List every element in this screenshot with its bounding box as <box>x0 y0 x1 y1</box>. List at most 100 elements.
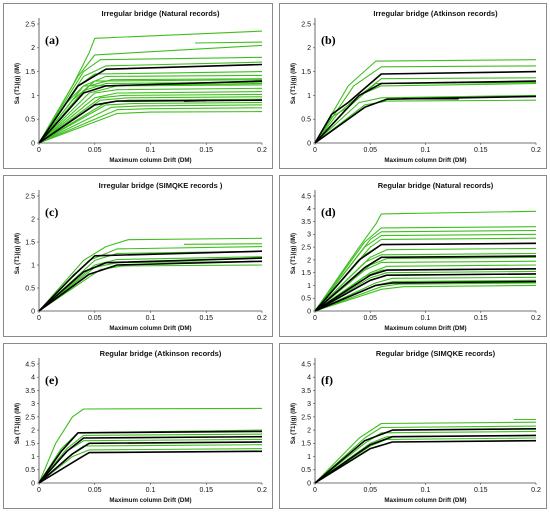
x-tick-label: 0.05 <box>363 315 377 322</box>
y-tick-label: 0.5 <box>301 117 311 124</box>
y-tick-label: 2 <box>307 257 311 264</box>
x-axis-label: Maximum column Drift (DM) <box>384 497 466 504</box>
chart-svg: Irregular bridge (Atkinson records)(b)00… <box>290 9 541 164</box>
x-tick-label: 0.1 <box>421 147 431 154</box>
y-tick-label: 1.5 <box>25 69 35 76</box>
x-tick-label: 0.1 <box>146 315 156 322</box>
y-tick-label: 1 <box>307 454 311 461</box>
y-tick-label: 4.5 <box>301 193 311 200</box>
y-tick-label: 3 <box>307 232 311 239</box>
y-axis-label: Sa (T1)(g) (IM) <box>290 403 297 444</box>
x-tick-label: 0.05 <box>363 487 377 494</box>
chart-svg: Irregular bridge (SIMQKE records ) (c) 0 0.… <box>14 181 267 332</box>
x-tick-label: 0 <box>37 147 41 154</box>
y-tick-label: 1 <box>31 262 35 269</box>
panel-label: (d) <box>321 205 336 219</box>
y-tick-label: 2.5 <box>301 245 311 252</box>
y-tick-label: 1 <box>31 454 35 461</box>
x-tick-label: 0.2 <box>531 315 541 322</box>
ida-curve-black <box>314 434 537 484</box>
x-tick-label: 0 <box>313 315 317 322</box>
ida-curve-black <box>314 80 537 144</box>
ida-curve-black <box>38 430 263 484</box>
y-axis-label: Sa (T1)(g) (IM) <box>14 63 21 104</box>
ida-curve-black <box>314 242 537 312</box>
chart-panel-e: Regular bridge (Atkinson records) (e) 0 0.5… <box>3 343 273 509</box>
panel-label: (c) <box>45 205 58 219</box>
x-tick-label: 0.05 <box>363 147 377 154</box>
panel-label: (e) <box>45 373 58 387</box>
ida-curve-green <box>38 44 263 144</box>
ida-curve-green <box>314 425 537 484</box>
x-tick-label: 0 <box>313 487 317 494</box>
ida-curve-green <box>38 93 263 144</box>
chart-svg: Irregular bridge (Natural records) (a) 0 0.… <box>14 9 267 164</box>
x-tick-label: 0.05 <box>88 315 102 322</box>
ida-curve-green <box>314 65 537 144</box>
y-axis-label: Sa (T1)(g) (IM) <box>290 63 297 104</box>
ida-curve-black <box>183 99 207 102</box>
ida-curve-black <box>38 250 263 312</box>
y-tick-label: 4 <box>31 375 35 382</box>
x-tick-label: 0.2 <box>531 487 541 494</box>
ida-curve-green <box>314 252 537 312</box>
ida-curve-green <box>314 94 537 144</box>
chart-panel-f: Regular bridge (SIMQKE records) (f) 0 0.5 1 1… <box>279 343 547 509</box>
chart-title: Regular bridge (Atkinson records) <box>100 349 222 358</box>
x-axis-label: Maximum column Drift (DM) <box>109 157 191 164</box>
ida-curve-green <box>38 79 263 144</box>
y-tick-label: 1 <box>307 283 311 290</box>
y-tick-label: 2.5 <box>25 21 35 28</box>
x-tick-label: 0.05 <box>88 487 102 494</box>
ida-curve-green <box>38 87 263 144</box>
y-tick-label: 1 <box>307 93 311 100</box>
y-tick-label: 1 <box>31 93 35 100</box>
panel-label: (f) <box>321 373 333 387</box>
ida-curve-green <box>38 260 263 312</box>
chart-panel-d: Regular bridge (Natural records) (d) 0 0.5 1… <box>279 175 547 337</box>
y-tick-label: 0 <box>307 308 311 315</box>
ida-curve-black <box>38 441 263 484</box>
y-tick-label: 2.5 <box>301 414 311 421</box>
y-tick-label: 3.5 <box>301 219 311 226</box>
ida-curve-green <box>38 444 263 484</box>
ida-curve-green <box>314 226 537 312</box>
ida-curve-green <box>38 264 263 312</box>
x-tick-label: 0 <box>37 315 41 322</box>
y-tick-label: 0.5 <box>301 296 311 303</box>
ida-curve-black <box>314 428 537 484</box>
ida-curve-black <box>38 450 263 484</box>
chart-title: Irregular bridge (Natural records) <box>102 9 220 18</box>
x-tick-label: 0.15 <box>474 487 488 494</box>
x-tick-label: 0.1 <box>421 315 431 322</box>
y-tick-label: 4.5 <box>301 361 311 368</box>
ida-curve-green <box>314 282 537 312</box>
ida-curve-green <box>38 111 263 144</box>
ida-curve-black <box>314 268 537 312</box>
panel-label: (b) <box>321 33 336 47</box>
ida-curve-black <box>314 280 537 312</box>
y-tick-label: 0 <box>307 140 311 147</box>
ida-curve-black <box>314 255 537 312</box>
y-tick-label: 0.5 <box>25 285 35 292</box>
ida-curve-green <box>38 237 263 312</box>
ida-curve-green <box>314 276 537 312</box>
ida-curve-green <box>183 243 263 245</box>
y-tick-label: 0 <box>31 140 35 147</box>
y-tick-label: 1.5 <box>301 270 311 277</box>
chart-panel-a: Irregular bridge (Natural records) (a) 0 0.… <box>3 3 273 169</box>
chart-panel-b: Irregular bridge (Atkinson records) (b) 0 0… <box>279 3 547 169</box>
y-axis-label: Sa (T1)(g) (IM) <box>14 403 21 444</box>
chart-svg: Regular bridge (Atkinson records) (e) 0 0.5… <box>14 349 267 504</box>
y-tick-label: 3.5 <box>25 388 35 395</box>
x-tick-label: 0.15 <box>199 315 213 322</box>
chart-title: Regular bridge (Natural records) <box>378 181 494 190</box>
ida-curve-green <box>38 84 263 144</box>
ida-curve-green <box>314 260 537 312</box>
y-tick-label: 0.5 <box>301 467 311 474</box>
ida-curve-black <box>38 260 263 312</box>
x-axis-label: Maximum column Drift (DM) <box>109 497 191 504</box>
y-tick-label: 2.5 <box>25 414 35 421</box>
ida-curve-black <box>38 435 263 484</box>
y-tick-label: 1.5 <box>301 69 311 76</box>
